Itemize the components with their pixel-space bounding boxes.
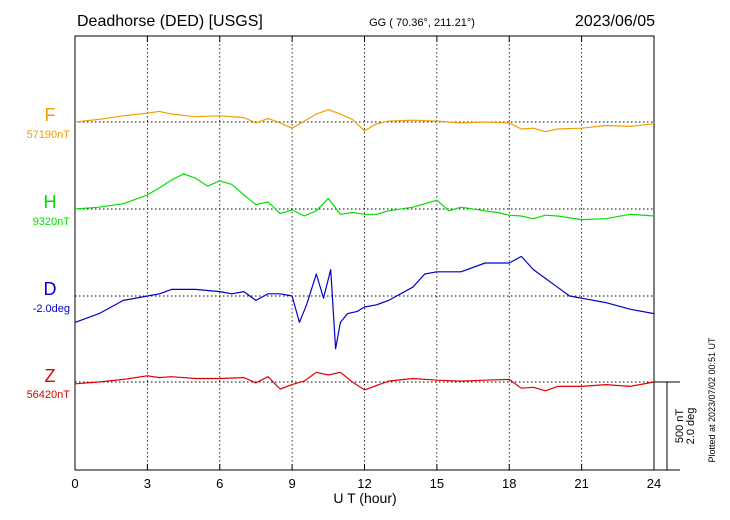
series-layer: F 57190nT H 9320nT D -2.0deg Z 56420nT xyxy=(27,105,655,401)
baseline-label-d: -2.0deg xyxy=(33,303,70,315)
scale-bar: 500 nT 2.0 deg xyxy=(654,381,697,471)
series-line-d xyxy=(74,255,655,350)
baseline-label-z: 56420nT xyxy=(27,389,71,401)
plot-date: 2023/06/05 xyxy=(575,13,655,30)
geo-coordinates: GG ( 70.36°, 211.21°) xyxy=(369,17,475,29)
series-name-z: Z xyxy=(45,366,56,386)
series-name-f: F xyxy=(45,105,56,125)
scale-bar-label-deg: 2.0 deg xyxy=(685,408,697,445)
baseline-label-f: 57190nT xyxy=(27,129,71,141)
series-h: H 9320nT xyxy=(33,173,655,228)
x-tick-label: 0 xyxy=(71,476,78,491)
series-z: Z 56420nT xyxy=(27,366,655,401)
x-tick-label: 6 xyxy=(216,476,223,491)
series-f: F 57190nT xyxy=(27,105,655,141)
plotted-timestamp: Plotted at 2023/07/02 00:51 UT xyxy=(707,337,717,463)
scale-bar-label-nt: 500 nT xyxy=(674,409,686,444)
station-title: Deadhorse (DED) [USGS] xyxy=(77,13,263,30)
series-d: D -2.0deg xyxy=(33,255,655,350)
x-axis: 0 3 6 9 12 15 18 21 24 xyxy=(71,36,661,491)
series-name-h: H xyxy=(44,192,57,212)
x-tick-label: 12 xyxy=(357,476,371,491)
x-tick-label: 21 xyxy=(574,476,588,491)
vertical-grid xyxy=(146,36,583,470)
x-tick-label: 24 xyxy=(647,476,661,491)
series-line-f xyxy=(74,109,655,133)
x-tick-label: 15 xyxy=(430,476,444,491)
series-line-z xyxy=(74,371,655,392)
series-name-d: D xyxy=(44,279,57,299)
x-tick-label: 9 xyxy=(289,476,296,491)
x-axis-label: U T (hour) xyxy=(333,490,396,506)
x-tick-label: 18 xyxy=(502,476,516,491)
baseline-label-h: 9320nT xyxy=(33,216,71,228)
x-tick-label: 3 xyxy=(144,476,151,491)
series-line-h xyxy=(74,173,655,221)
